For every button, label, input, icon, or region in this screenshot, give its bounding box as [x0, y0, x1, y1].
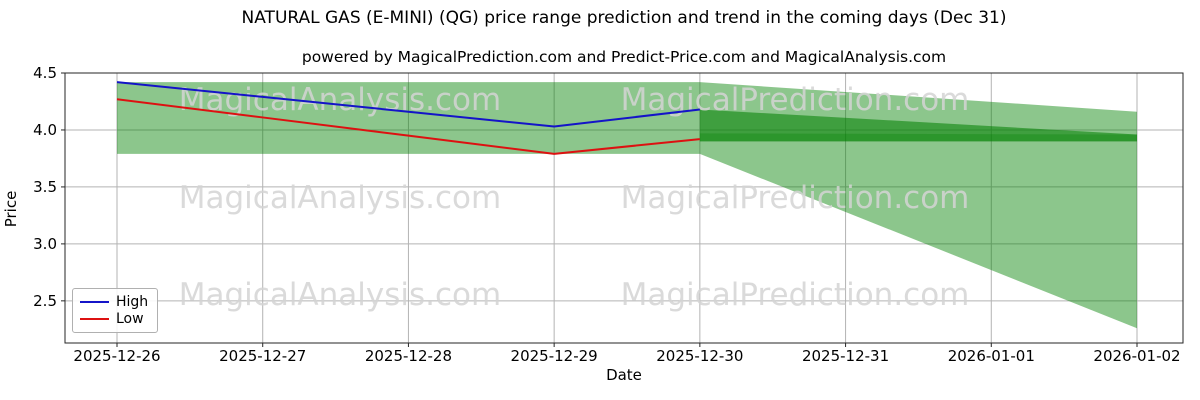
x-tick-label: 2025-12-27	[219, 347, 306, 365]
chart-title: NATURAL GAS (E-MINI) (QG) price range pr…	[241, 8, 1007, 28]
forecast-range-fan	[699, 82, 1137, 329]
watermark-text: MagicalPrediction.com	[621, 180, 970, 216]
high-line-swatch	[80, 300, 109, 303]
watermark-text: MagicalAnalysis.com	[179, 180, 501, 216]
x-tick-label: 2025-12-26	[73, 347, 160, 365]
watermark-text: MagicalPrediction.com	[621, 277, 970, 313]
watermark-text: MagicalAnalysis.com	[179, 277, 501, 313]
y-tick-label: 2.5	[33, 292, 57, 310]
y-tick-label: 3.5	[33, 178, 57, 196]
legend-label-high: High	[116, 293, 149, 310]
x-tick-label: 2025-12-28	[365, 347, 452, 365]
x-tick-label: 2025-12-29	[511, 347, 598, 365]
chart-subtitle: powered by MagicalPrediction.com and Pre…	[301, 48, 947, 66]
legend: High Low	[72, 288, 158, 333]
watermark-text: MagicalAnalysis.com	[179, 82, 501, 118]
y-tick-label: 3.0	[33, 235, 57, 253]
plot-border	[64, 72, 1184, 344]
x-axis-label: Date	[606, 366, 642, 384]
y-axis-label: Price	[2, 190, 20, 228]
x-tick-label: 2025-12-31	[802, 347, 889, 365]
y-tick-label: 4.5	[33, 64, 57, 82]
legend-entry-low: Low	[80, 312, 157, 326]
forecast-low-band	[699, 133, 1137, 142]
x-tick-label: 2026-01-01	[948, 347, 1035, 365]
x-tick-label: 2026-01-02	[1093, 347, 1180, 365]
series-line-high	[116, 81, 700, 128]
x-tick-label: 2025-12-30	[656, 347, 743, 365]
forecast-high-band	[699, 109, 1137, 142]
legend-entry-high: High	[80, 295, 157, 309]
series-line-low	[116, 98, 700, 155]
legend-label-low: Low	[116, 311, 144, 328]
low-line-swatch	[80, 318, 109, 321]
y-tick-label: 4.0	[33, 121, 57, 139]
history-range-band	[117, 82, 700, 154]
